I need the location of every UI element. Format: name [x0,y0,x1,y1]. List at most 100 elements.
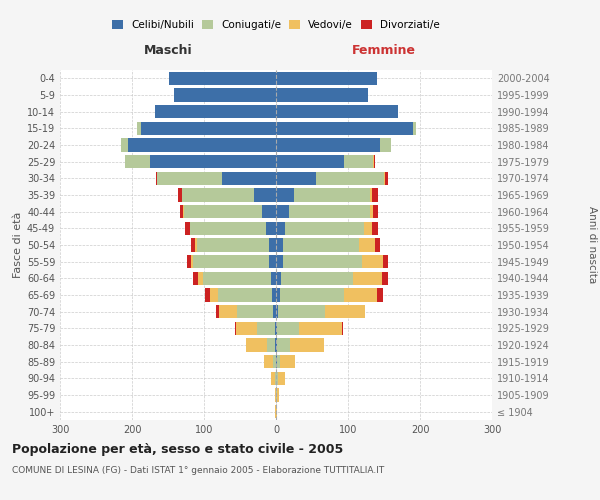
Bar [278,372,286,385]
Bar [216,305,219,318]
Bar [191,255,193,268]
Bar [276,272,281,285]
Bar [203,272,271,285]
Bar [276,255,283,268]
Bar [283,238,359,252]
Bar [275,338,276,351]
Bar [276,205,289,218]
Bar [276,338,277,351]
Bar [272,288,276,302]
Bar [128,138,276,151]
Bar [185,222,190,235]
Bar [377,288,383,302]
Bar [125,155,150,168]
Bar [316,172,384,185]
Text: Maschi: Maschi [143,44,193,58]
Bar [276,72,377,85]
Bar [271,372,275,385]
Bar [353,272,382,285]
Bar [299,322,342,335]
Bar [277,338,290,351]
Bar [121,138,128,151]
Bar [273,355,276,368]
Bar [169,72,276,85]
Bar [182,188,254,202]
Bar [218,288,272,302]
Y-axis label: Fasce di età: Fasce di età [13,212,23,278]
Bar [344,155,373,168]
Bar [210,288,218,302]
Bar [276,105,398,118]
Legend: Celibi/Nubili, Coniugati/e, Vedovi/e, Divorziati/e: Celibi/Nubili, Coniugati/e, Vedovi/e, Di… [112,20,440,30]
Bar [275,388,276,402]
Bar [254,188,276,202]
Bar [276,155,344,168]
Bar [281,272,353,285]
Bar [364,222,373,235]
Bar [219,305,237,318]
Bar [280,288,344,302]
Bar [137,122,140,135]
Bar [187,255,191,268]
Bar [373,155,374,168]
Bar [190,222,266,235]
Bar [380,138,391,151]
Bar [191,238,196,252]
Bar [174,88,276,102]
Bar [325,305,365,318]
Bar [277,322,299,335]
Bar [276,405,277,418]
Bar [275,322,276,335]
Bar [276,138,380,151]
Bar [276,172,316,185]
Bar [344,288,377,302]
Bar [280,355,295,368]
Bar [156,172,157,185]
Bar [276,388,277,402]
Bar [276,355,277,368]
Bar [266,338,275,351]
Bar [183,205,184,218]
Bar [178,188,182,202]
Text: Popolazione per età, sesso e stato civile - 2005: Popolazione per età, sesso e stato civil… [12,442,343,456]
Bar [384,172,385,185]
Bar [193,255,269,268]
Bar [205,288,210,302]
Bar [382,272,388,285]
Bar [276,322,277,335]
Text: Femmine: Femmine [352,44,416,58]
Bar [276,122,413,135]
Bar [247,338,266,351]
Bar [277,388,279,402]
Bar [277,355,280,368]
Bar [276,188,294,202]
Bar [198,272,203,285]
Bar [370,188,372,202]
Bar [262,205,276,218]
Bar [196,238,197,252]
Bar [276,238,283,252]
Bar [290,338,324,351]
Bar [269,238,276,252]
Bar [370,205,373,218]
Bar [140,122,276,135]
Text: COMUNE DI LESINA (FG) - Dati ISTAT 1° gennaio 2005 - Elaborazione TUTTITALIA.IT: COMUNE DI LESINA (FG) - Dati ISTAT 1° ge… [12,466,384,475]
Bar [265,355,273,368]
Bar [362,255,383,268]
Bar [276,88,368,102]
Bar [150,155,276,168]
Bar [275,372,276,385]
Bar [289,205,370,218]
Bar [413,122,416,135]
Bar [374,238,380,252]
Bar [236,322,257,335]
Bar [257,322,275,335]
Bar [372,188,377,202]
Bar [284,222,364,235]
Bar [266,222,276,235]
Bar [237,305,273,318]
Bar [235,322,236,335]
Bar [179,205,183,218]
Bar [373,222,378,235]
Bar [278,305,325,318]
